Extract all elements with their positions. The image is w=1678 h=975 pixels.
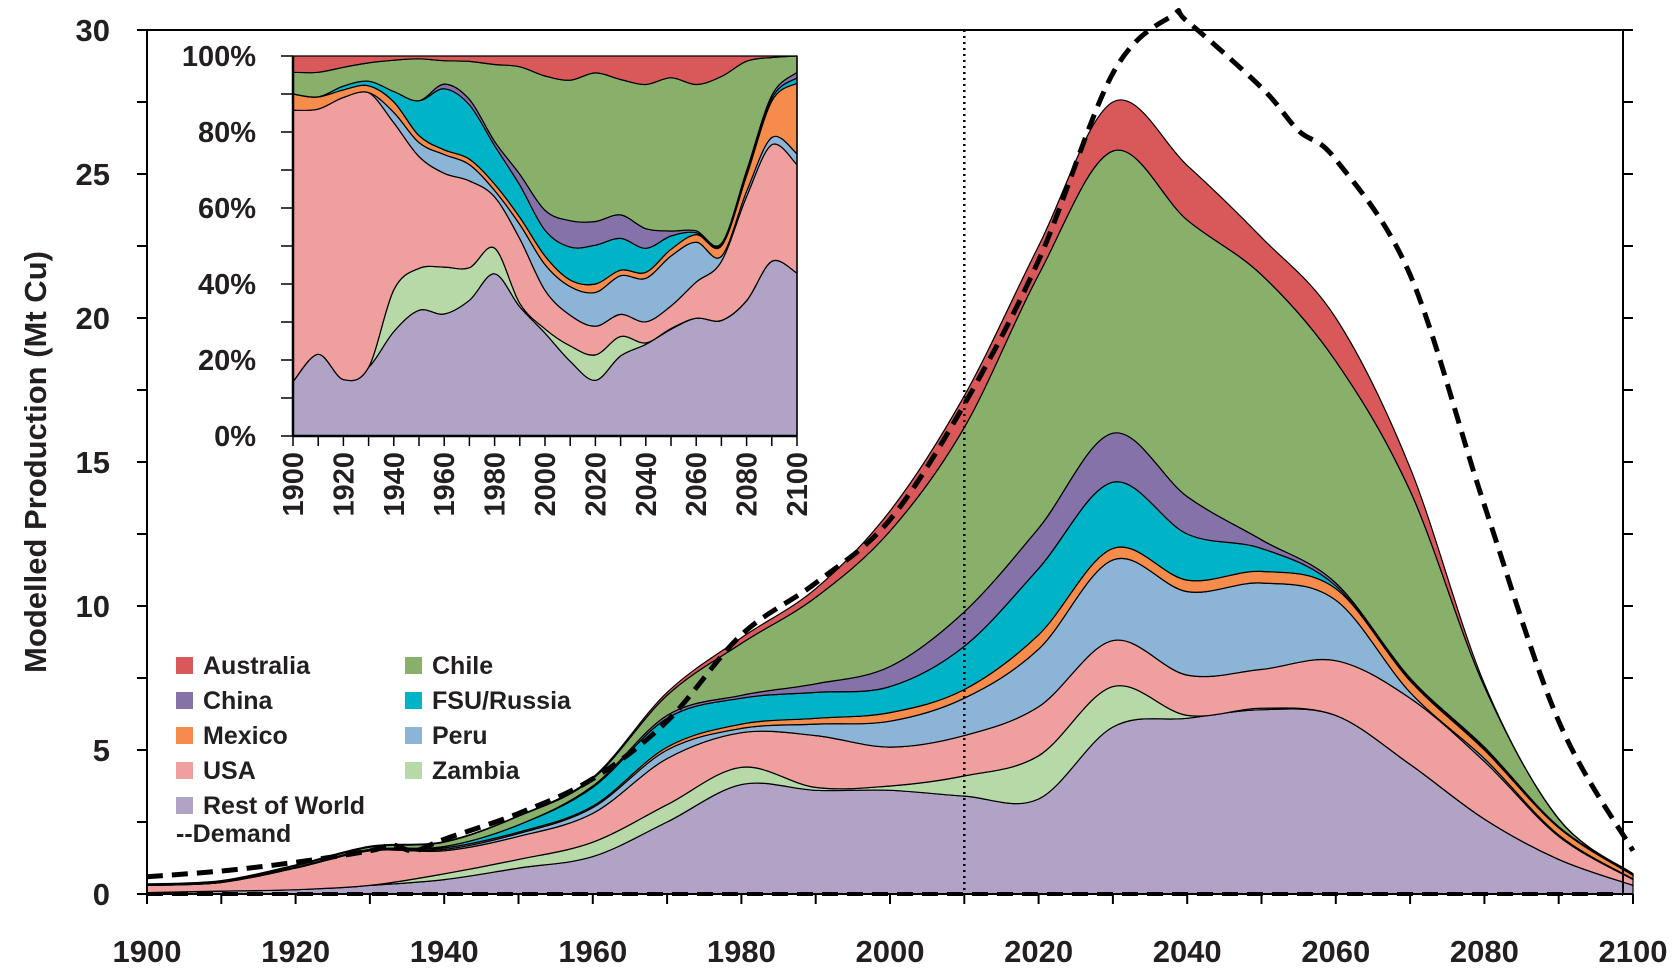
inset-x-tick-label: 2100: [782, 452, 814, 517]
y-tick-label: 0: [93, 877, 110, 912]
demand-line: [146, 7, 1636, 880]
legend-label: Zambia: [432, 757, 521, 785]
x-tick-label: 1980: [707, 934, 776, 969]
inset-x-tick-label: 2060: [681, 452, 713, 517]
legend-label: Australia: [203, 652, 311, 680]
legend-item-fsu-russia: FSU/Russia: [405, 687, 572, 715]
y-tick-label: 20: [76, 301, 110, 336]
main-axes: 0 5 10 15 20 25 30 1900 1920 1940 1960 1980 2000 2020…: [76, 13, 1668, 969]
inset-y-tick-label: 20%: [198, 345, 256, 377]
y-tick-label: 25: [76, 157, 110, 192]
legend-item-australia: Australia: [176, 652, 311, 680]
legend-swatch: [176, 657, 193, 674]
inset-x-tick-label: 1980: [480, 452, 512, 517]
inset-x-tick-label: 2020: [580, 452, 612, 517]
legend-item-usa: USA: [176, 757, 256, 785]
legend-item-peru: Peru: [405, 722, 488, 750]
x-tick-label: 2060: [1301, 934, 1370, 969]
inset-x-tick-label: 2080: [732, 452, 764, 517]
x-tick-label: 2040: [1153, 934, 1222, 969]
x-tick-label: 2100: [1599, 934, 1668, 969]
x-tick-label: 2020: [1004, 934, 1073, 969]
legend-label: Mexico: [203, 722, 288, 750]
inset-y-tick-label: 0%: [214, 421, 256, 453]
legend-label: Chile: [432, 652, 493, 680]
x-tick-label: 1920: [261, 934, 330, 969]
legend-swatch: [176, 762, 193, 779]
inset-x-tick-label: 1940: [379, 452, 411, 517]
x-tick-label: 2000: [856, 934, 925, 969]
main-stacked-areas: [146, 99, 1634, 895]
y-tick-label: 30: [76, 13, 110, 48]
legend-item-mexico: Mexico: [176, 722, 288, 750]
legend-swatch: [405, 657, 422, 674]
legend-swatch: [176, 797, 193, 814]
inset-axes: 0% 20% 40% 60% 80% 100% 1900 1920 1940 1960 1980 20…: [182, 41, 814, 517]
legend-label: Rest of World: [203, 792, 365, 820]
x-tick-label: 1940: [410, 934, 479, 969]
y-tick-label: 5: [93, 733, 110, 768]
legend-label: USA: [203, 757, 256, 785]
inset-share-chart: 0% 20% 40% 60% 80% 100% 1900 1920 1940 1960 1980 20…: [182, 41, 814, 517]
legend-item-demand: --Demand: [176, 820, 291, 848]
y-tick-label: 15: [76, 445, 110, 480]
inset-x-tick-label: 1920: [328, 452, 360, 517]
legend-label: Peru: [432, 722, 488, 750]
x-tick-label: 2080: [1450, 934, 1519, 969]
y-tick-label: 10: [76, 589, 110, 624]
inset-stacked-areas: [292, 55, 798, 437]
inset-x-tick-label: 2040: [631, 452, 663, 517]
inset-y-tick-label: 80%: [198, 117, 256, 149]
inset-x-tick-label: 1900: [278, 452, 310, 517]
inset-y-tick-label: 60%: [198, 193, 256, 225]
x-tick-label: 1900: [113, 934, 182, 969]
legend-swatch: [176, 727, 193, 744]
area-australia: [146, 99, 1634, 886]
legend-label: China: [203, 687, 274, 715]
y-axis-label: Modelled Production (Mt Cu): [18, 251, 53, 673]
x-tick-label: 1960: [558, 934, 627, 969]
inset-y-tick-label: 100%: [182, 41, 256, 73]
legend-label: FSU/Russia: [432, 687, 572, 715]
legend-item-rest-of-world: Rest of World: [176, 792, 365, 820]
legend-item-china: China: [176, 687, 274, 715]
legend-swatch: [405, 762, 422, 779]
legend-swatch: [405, 727, 422, 744]
legend-item-zambia: Zambia: [405, 757, 521, 785]
inset-x-tick-label: 2000: [530, 452, 562, 517]
legend-item-chile: Chile: [405, 652, 493, 680]
inset-y-tick-label: 40%: [198, 269, 256, 301]
inset-x-tick-label: 1960: [429, 452, 461, 517]
legend-swatch: [405, 692, 422, 709]
legend: Australia China Mexico USA Rest of World Chil…: [176, 652, 572, 848]
legend-swatch: [176, 692, 193, 709]
